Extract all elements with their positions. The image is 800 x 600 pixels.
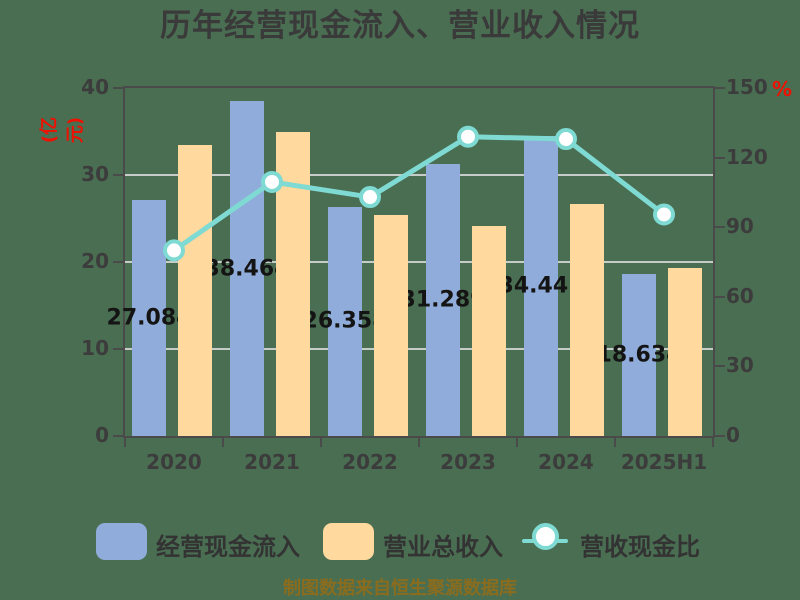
y-axis-right-tick-label: 0 xyxy=(726,423,740,447)
bar-total-revenue xyxy=(374,215,408,436)
bar-total-revenue xyxy=(178,144,212,436)
legend-label-cash-revenue-ratio[interactable]: 营收现金比 xyxy=(580,533,700,561)
bar-data-label: 38.464 xyxy=(204,256,290,282)
y-axis-right-tick xyxy=(715,295,725,298)
bar-data-label: 18.634 xyxy=(596,342,682,368)
y-axis-left-tick xyxy=(113,261,123,263)
x-tick-label: 2024 xyxy=(538,450,594,474)
x-axis-tick xyxy=(124,438,126,447)
y-axis-left-tick-label: 0 xyxy=(95,423,109,447)
y-axis-right-tick xyxy=(715,435,725,437)
y-axis-left-tick-label: 40 xyxy=(81,75,109,99)
x-axis-tick xyxy=(614,438,616,447)
y-axis-left-tick-label: 10 xyxy=(81,336,109,360)
y-axis-right-tick xyxy=(715,87,725,89)
x-axis-line xyxy=(123,436,715,438)
y-axis-left-tick-label: 30 xyxy=(81,162,109,186)
legend-label-operating-cash[interactable]: 经营现金流入 xyxy=(156,533,300,561)
y-axis-right-tick xyxy=(715,365,725,368)
legend-label-total-revenue[interactable]: 营业总收入 xyxy=(383,533,503,561)
bar-data-label: 27.084 xyxy=(106,305,192,331)
x-tick-label: 2023 xyxy=(440,450,496,474)
bar-total-revenue xyxy=(472,226,506,436)
x-tick-label: 2025H1 xyxy=(620,450,708,474)
plot-top-line xyxy=(123,86,715,88)
y-axis-left-tick xyxy=(113,435,123,437)
ratio-line-point xyxy=(359,186,381,209)
x-tick-label: 2020 xyxy=(146,450,202,474)
x-axis-tick xyxy=(418,438,420,447)
y-axis-left-tick xyxy=(113,174,123,176)
y-axis-right-tick xyxy=(715,226,725,229)
y-axis-right-tick-label: 60 xyxy=(726,283,754,308)
gridline xyxy=(123,261,715,263)
bar-total-revenue xyxy=(668,268,702,436)
y-axis-right-line xyxy=(713,86,715,438)
left-axis-unit-label: (亿元) xyxy=(39,116,86,144)
y-axis-right-tick-label: 120 xyxy=(726,144,768,169)
x-tick-label: 2021 xyxy=(244,450,300,474)
x-axis-tick xyxy=(516,438,518,447)
legend-line-marker-icon[interactable] xyxy=(532,523,559,550)
y-axis-left-tick xyxy=(113,348,123,350)
ratio-line-point xyxy=(653,203,675,226)
ratio-line-point xyxy=(457,125,479,148)
gridline xyxy=(123,348,715,350)
bar-operating-cash-inflow xyxy=(132,200,166,436)
legend-swatch-operating-cash[interactable] xyxy=(96,523,147,560)
y-axis-left-tick xyxy=(113,87,123,89)
x-tick-label: 2022 xyxy=(342,450,398,474)
bar-total-revenue xyxy=(276,131,310,436)
bar-total-revenue xyxy=(570,203,604,436)
y-axis-right-tick xyxy=(715,156,725,159)
bar-data-label: 26.358 xyxy=(302,308,388,334)
bar-operating-cash-inflow xyxy=(622,273,656,436)
x-axis-tick xyxy=(712,438,714,447)
ratio-line-point xyxy=(555,128,577,151)
y-axis-left-line xyxy=(123,86,125,438)
y-axis-left-tick-label: 20 xyxy=(81,249,109,273)
x-axis-tick xyxy=(222,438,224,447)
x-axis-tick xyxy=(320,438,322,447)
bar-data-label: 31.289 xyxy=(400,287,486,313)
y-axis-right-tick-label: 30 xyxy=(726,353,754,378)
chart-title: 历年经营现金流入、营业收入情况 xyxy=(160,8,640,44)
y-axis-right-tick-label: 90 xyxy=(726,214,754,239)
legend-swatch-total-revenue[interactable] xyxy=(323,523,374,560)
bar-data-label: 34.441 xyxy=(498,273,584,299)
y-axis-right-tick-label: 150 xyxy=(726,75,768,99)
data-source-note: 制图数据来自恒生聚源数据库 xyxy=(283,578,517,599)
right-axis-unit-label: % xyxy=(772,77,793,101)
